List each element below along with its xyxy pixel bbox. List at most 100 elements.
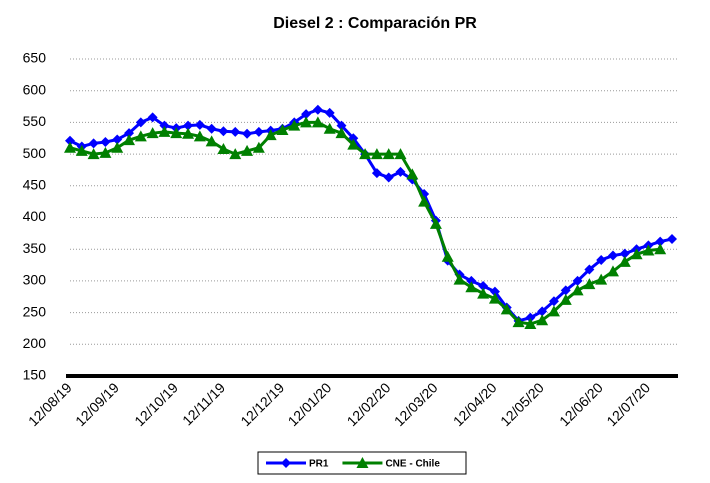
point — [170, 127, 183, 139]
point — [112, 134, 123, 145]
x-tick-label: 12/12/19 — [237, 379, 287, 429]
point — [595, 273, 608, 285]
y-tick-label: 200 — [23, 335, 47, 351]
point — [465, 281, 478, 293]
point — [100, 137, 111, 148]
point — [64, 141, 76, 153]
x-tick-label: 12/01/20 — [285, 379, 335, 429]
point — [406, 168, 419, 180]
legend: PR1 CNE - Chile — [257, 451, 467, 475]
point — [241, 144, 254, 156]
y-tick-label: 550 — [23, 113, 47, 129]
point — [548, 296, 559, 307]
point — [584, 264, 595, 275]
point — [242, 128, 253, 139]
x-tick-label: 12/08/19 — [25, 379, 75, 429]
point — [87, 148, 100, 160]
point — [123, 134, 136, 146]
point — [336, 120, 347, 131]
point — [217, 143, 230, 155]
point — [311, 116, 324, 128]
point — [466, 275, 477, 286]
point — [124, 128, 135, 139]
point — [146, 127, 159, 139]
point — [65, 135, 75, 146]
point — [383, 172, 394, 183]
point — [453, 273, 466, 285]
point — [547, 305, 560, 317]
x-tick-label: 12/11/19 — [179, 379, 228, 428]
point — [264, 129, 277, 141]
x-tick-label: 12/03/20 — [391, 379, 441, 429]
point — [158, 125, 171, 137]
point — [512, 316, 525, 328]
point — [335, 127, 348, 139]
x-tick-label: 12/09/19 — [72, 379, 122, 429]
point — [193, 130, 206, 142]
point — [276, 124, 289, 136]
point — [88, 138, 99, 149]
point — [655, 236, 666, 247]
point — [370, 148, 383, 160]
point — [572, 275, 583, 286]
point — [147, 112, 158, 123]
y-tick-label: 250 — [23, 303, 47, 319]
series-line — [69, 108, 673, 323]
point — [371, 168, 382, 179]
x-tick-label: 12/06/20 — [556, 379, 606, 429]
point — [488, 292, 501, 304]
point — [583, 278, 596, 290]
point — [252, 141, 265, 153]
point — [183, 120, 194, 131]
x-tick-label: 12/02/20 — [344, 379, 394, 429]
point — [642, 244, 655, 256]
point — [607, 250, 618, 261]
point — [606, 265, 619, 277]
point — [525, 312, 536, 323]
point — [394, 148, 407, 160]
chart-title: Diesel 2 : Comparación PR — [273, 15, 477, 32]
point — [654, 243, 667, 255]
point — [229, 148, 242, 160]
point — [206, 123, 217, 134]
point — [618, 255, 631, 267]
x-tick-label: 12/10/19 — [131, 379, 181, 429]
legend-label: CNE - Chile — [385, 459, 440, 470]
point — [111, 141, 124, 153]
point — [667, 234, 677, 245]
point — [134, 130, 147, 142]
point — [75, 144, 88, 156]
point — [312, 104, 323, 115]
legend-marker — [356, 457, 369, 468]
point — [477, 287, 490, 299]
point — [537, 306, 548, 317]
point — [159, 120, 170, 131]
point — [559, 293, 572, 305]
point — [230, 126, 241, 137]
y-tick-label: 350 — [23, 240, 47, 256]
point — [560, 285, 571, 296]
x-tick-label: 12/07/20 — [603, 379, 653, 429]
point — [571, 284, 584, 296]
point — [478, 280, 489, 291]
point — [382, 148, 395, 160]
point — [359, 148, 372, 160]
point — [300, 116, 313, 128]
point — [536, 314, 549, 326]
y-tick-label: 400 — [23, 208, 47, 224]
point — [418, 195, 431, 207]
point — [253, 126, 264, 137]
y-tick-label: 650 — [23, 50, 47, 66]
legend-marker — [281, 458, 291, 468]
point — [99, 146, 112, 158]
point — [619, 248, 630, 259]
point — [489, 286, 500, 297]
point — [429, 217, 442, 229]
x-tick-label: 12/04/20 — [450, 379, 500, 429]
point — [182, 127, 195, 139]
y-tick-label: 500 — [23, 145, 47, 161]
point — [630, 248, 643, 260]
y-tick-label: 450 — [23, 177, 47, 193]
point — [194, 119, 205, 130]
